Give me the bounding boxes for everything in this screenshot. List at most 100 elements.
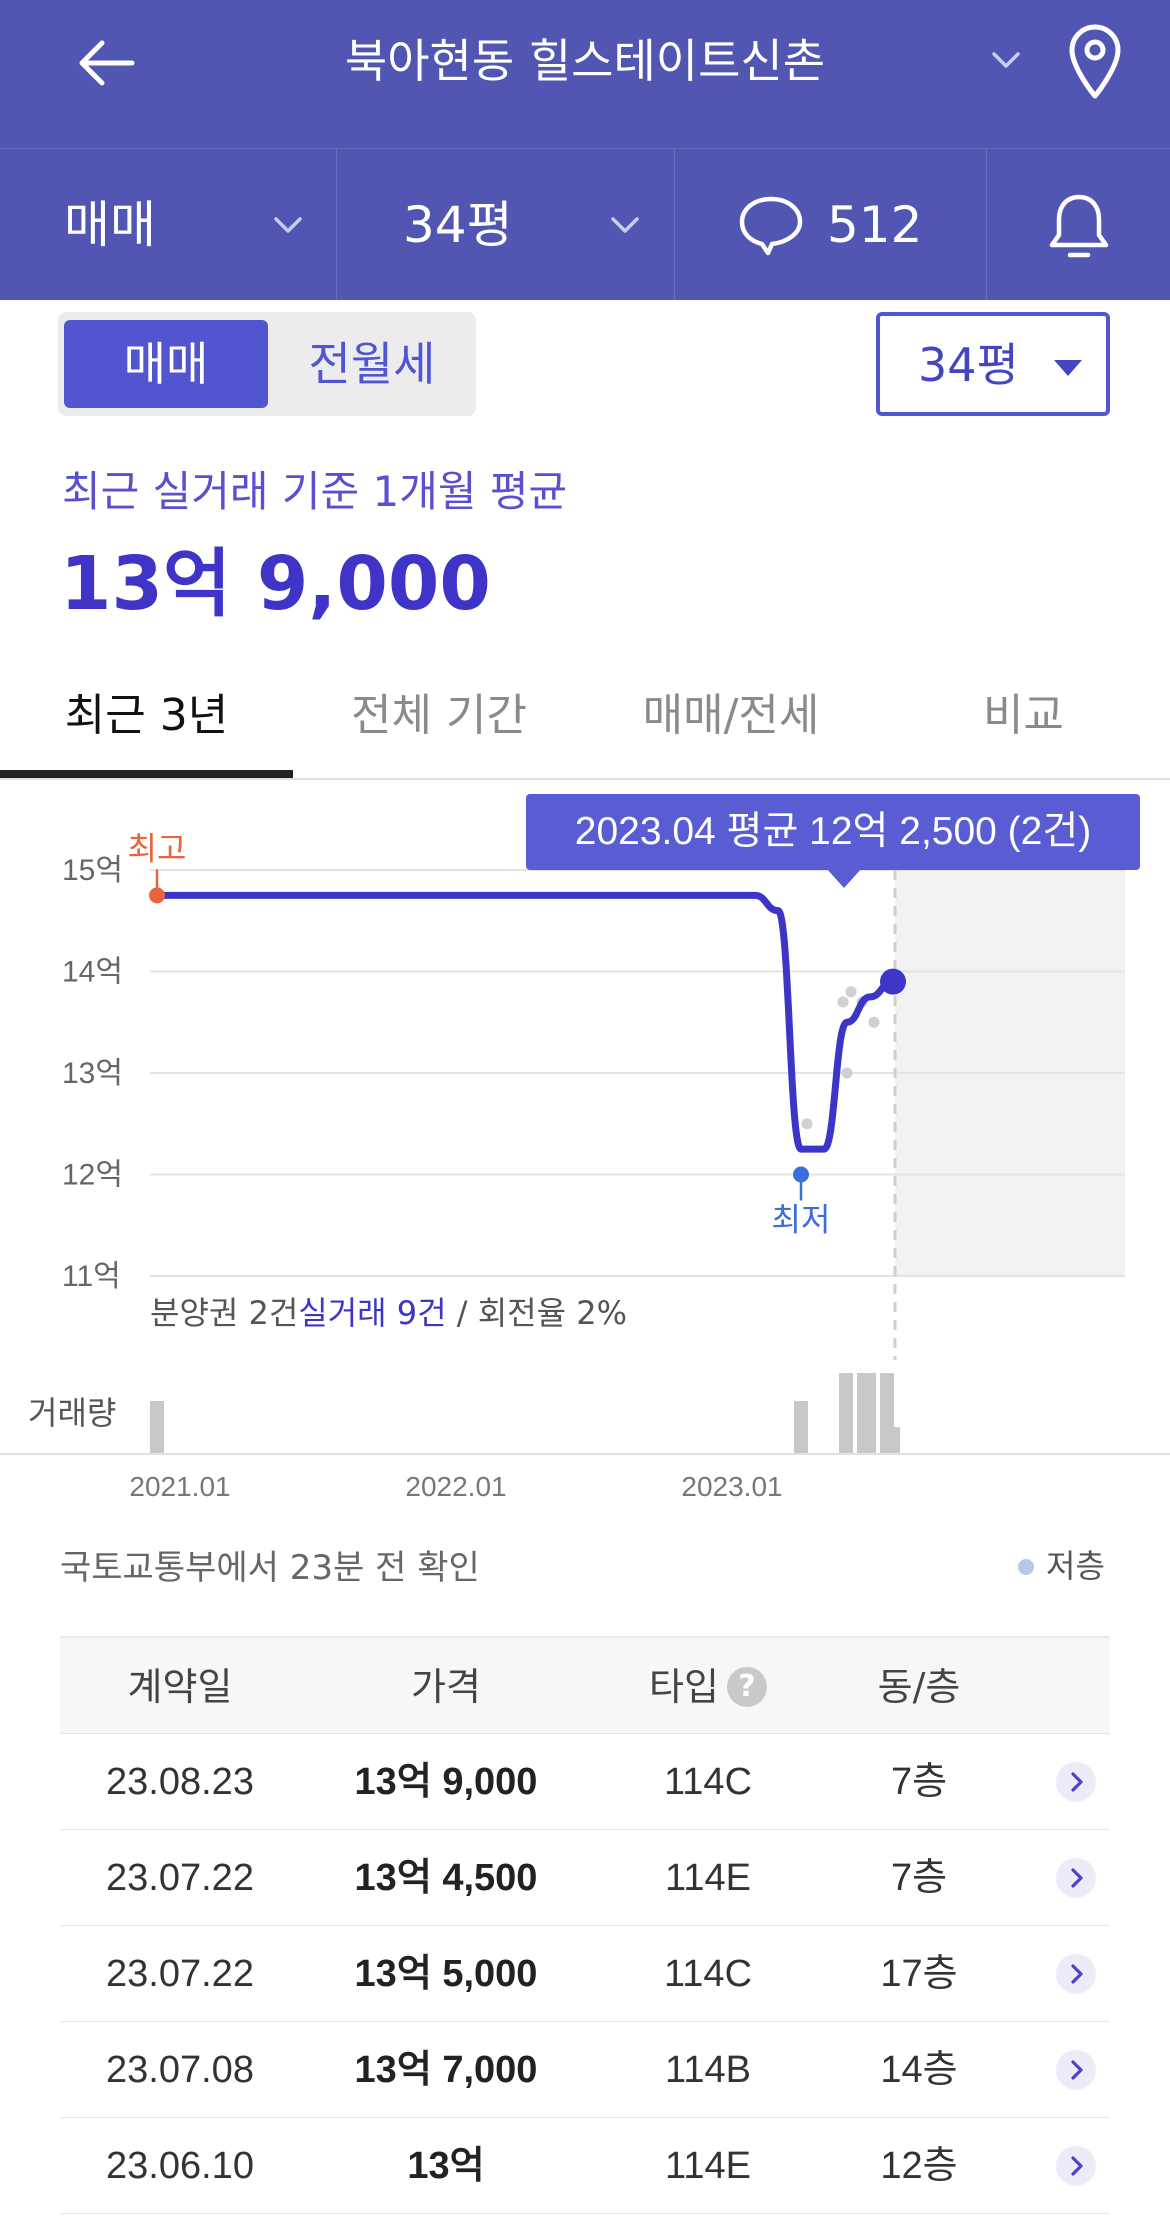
row-floor: 7층	[890, 1857, 948, 1899]
tab-compare[interactable]: 비교	[983, 690, 1064, 741]
row-floor: 12층	[880, 2145, 958, 2187]
row-date: 23.07.22	[106, 1953, 254, 1995]
y-tick-label: 11억	[62, 1260, 121, 1293]
row-date: 23.07.22	[106, 1857, 254, 1899]
row-type: 114E	[665, 1857, 751, 1899]
comment-count: 512	[827, 196, 923, 254]
row-date: 23.07.08	[106, 2049, 254, 2091]
size-dropdown[interactable]: 34평	[876, 312, 1110, 416]
data-source: 국토교통부에서 23분 전 확인	[60, 1548, 480, 1588]
row-date: 23.06.10	[106, 2145, 254, 2187]
location-pin-icon[interactable]	[1066, 22, 1124, 102]
chevron-right-icon[interactable]	[1056, 2146, 1096, 2186]
volume-bar	[150, 1401, 164, 1453]
real-deal-count: 실거래 9건	[298, 1294, 447, 1332]
chevron-right-icon[interactable]	[1056, 1762, 1096, 1802]
volume-bar	[794, 1401, 808, 1453]
header-filter-bar: 매매 34평 512	[0, 148, 1170, 301]
row-floor: 14층	[880, 2049, 958, 2091]
deal-type-segment: 매매 전월세	[58, 312, 476, 416]
volume-bar	[886, 1427, 900, 1453]
table-row[interactable]: 23.07.22 13억 4,500 114E 7층	[60, 1830, 1110, 1926]
price-line	[153, 891, 897, 1153]
tooltip-pointer	[826, 868, 862, 888]
active-tab-indicator	[0, 770, 293, 778]
deal-type-label: 매매	[64, 196, 156, 254]
scatter-point	[801, 1118, 813, 1130]
row-type: 114C	[663, 1953, 753, 1995]
scatter-point	[841, 1067, 853, 1079]
turnover-rate: / 회전율 2%	[446, 1294, 627, 1332]
table-row[interactable]: 23.07.22 13억 5,000 114C 17층	[60, 1926, 1110, 2022]
average-price-value: 13억 9,000	[60, 541, 491, 627]
chevron-down-icon	[274, 217, 302, 233]
period-tabs: 최근 3년 전체 기간 매매/전세 비교	[0, 660, 1170, 780]
average-price-label: 최근 실거래 기준 1개월 평균	[62, 467, 568, 516]
caret-down-icon	[1054, 360, 1082, 376]
help-icon[interactable]: ?	[726, 1667, 767, 1707]
y-tick-label: 13억	[62, 1057, 123, 1090]
segment-rent[interactable]: 전월세	[308, 337, 436, 391]
size-label: 34평	[403, 196, 513, 254]
scatter-point	[837, 996, 849, 1008]
latest-point	[880, 968, 906, 995]
table-header: 계약일 가격 타입? 동/층	[60, 1636, 1110, 1734]
tab-all-period[interactable]: 전체 기간	[351, 690, 527, 741]
row-price: 13억	[407, 2145, 485, 2187]
volume-bar	[839, 1373, 853, 1453]
apartment-title[interactable]: 북아현동 힐스테이트신촌	[344, 34, 826, 88]
max-point	[149, 887, 165, 904]
bell-icon	[1049, 194, 1109, 258]
price-chart[interactable]: 15억 14억 13억 12억 11억 2021.01 2022.01 2023.01 최고 최저…	[0, 780, 1170, 1500]
size-dropdown-value: 34평	[918, 338, 1019, 392]
row-type: 114E	[665, 2145, 751, 2187]
deal-type-filter[interactable]: 매매	[0, 149, 337, 301]
y-tick-label: 15억	[62, 854, 123, 887]
x-tick-label: 2021.01	[129, 1471, 230, 1500]
transaction-table: 계약일 가격 타입? 동/층 23.08.23 13억 9,000 114C 7층 23…	[60, 1636, 1110, 2214]
row-price: 13억 7,000	[354, 2049, 538, 2091]
x-tick-label: 2022.01	[405, 1471, 506, 1500]
max-label: 최고	[128, 829, 187, 867]
chevron-down-icon[interactable]	[988, 42, 1024, 78]
header-title-bar: 북아현동 힐스테이트신촌	[0, 0, 1170, 148]
table-row[interactable]: 23.06.10 13억 114E 12층	[60, 2118, 1110, 2214]
row-price: 13억 5,000	[354, 1953, 538, 1995]
back-arrow-icon[interactable]	[72, 28, 142, 98]
header-price: 가격	[411, 1665, 481, 1709]
table-row[interactable]: 23.07.08 13억 7,000 114B 14층	[60, 2022, 1110, 2118]
header-type-label: 타입	[649, 1665, 719, 1709]
min-label: 최저	[772, 1201, 831, 1239]
floor-legend: 저층	[1018, 1540, 1105, 1592]
chevron-right-icon[interactable]	[1056, 1858, 1096, 1898]
volume-label: 거래량	[28, 1394, 117, 1432]
legend-dot	[1018, 1559, 1034, 1575]
legend-label: 저층	[1046, 1547, 1105, 1585]
chevron-right-icon[interactable]	[1056, 2050, 1096, 2090]
table-body: 23.08.23 13억 9,000 114C 7층 23.07.22 13억 4,500…	[60, 1734, 1110, 2214]
row-type: 114B	[665, 2049, 751, 2091]
header-type: 타입?	[592, 1638, 824, 1736]
y-tick-label: 14억	[62, 956, 123, 989]
notification-button[interactable]	[987, 149, 1170, 301]
scatter-point	[845, 986, 857, 998]
volume-bar	[862, 1373, 876, 1453]
chart-tooltip: 2023.04 평균 12억 2,500 (2건)	[526, 794, 1140, 870]
size-filter[interactable]: 34평	[337, 149, 675, 301]
row-floor: 7층	[890, 1761, 948, 1803]
chevron-down-icon	[611, 217, 639, 233]
tab-recent-3-years[interactable]: 최근 3년	[64, 690, 229, 741]
segment-sale[interactable]: 매매	[64, 320, 268, 408]
tab-sale-vs-jeonse[interactable]: 매매/전세	[642, 690, 820, 741]
comments-button[interactable]: 512	[675, 149, 987, 301]
chevron-right-icon[interactable]	[1056, 1954, 1096, 1994]
header-floor: 동/층	[877, 1665, 961, 1709]
header-date: 계약일	[127, 1665, 233, 1709]
row-price: 13억 9,000	[354, 1761, 538, 1803]
scatter-point	[868, 1016, 880, 1028]
chat-bubble-icon	[739, 196, 803, 256]
row-price: 13억 4,500	[354, 1857, 538, 1899]
y-tick-label: 12억	[62, 1159, 123, 1192]
table-row[interactable]: 23.08.23 13억 9,000 114C 7층	[60, 1734, 1110, 1830]
